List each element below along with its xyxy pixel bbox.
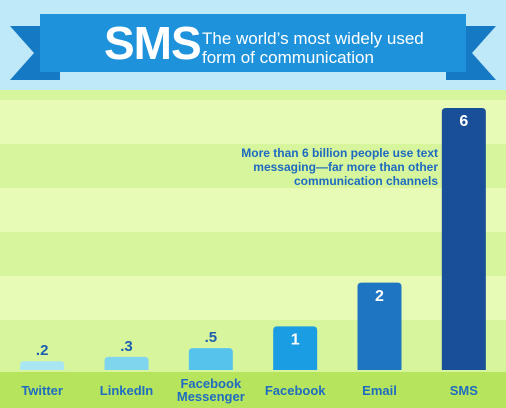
title: SMS [104,17,202,69]
category-label: Facebook [264,382,326,398]
bar [357,282,402,370]
bar [104,356,149,370]
subtitle: The world’s most widely used [202,29,424,48]
category-label: Email [362,382,397,398]
bar [441,108,486,370]
value-label: 2 [375,288,384,305]
value-label: 1 [291,332,300,349]
category-label: SMS [449,382,478,398]
category-band [0,372,506,408]
bar [20,361,65,370]
category-label: Facebook Messenger [176,376,245,404]
stripe [0,100,506,144]
annotation: messaging—far more than other [253,160,438,174]
value-label: .3 [120,338,133,355]
annotation: communication channels [293,174,438,188]
annotation: More than 6 billion people use text [241,146,438,160]
subtitle: form of communication [202,48,374,67]
category-label: Twitter [21,382,63,398]
category-label: LinkedIn [99,382,154,398]
stripe [0,188,506,232]
value-label: .5 [205,329,218,346]
value-label: 6 [459,113,468,130]
stripe [0,276,506,320]
bar [188,348,233,370]
value-label: .2 [36,342,49,359]
ribbon [40,14,466,72]
bar [273,326,318,370]
